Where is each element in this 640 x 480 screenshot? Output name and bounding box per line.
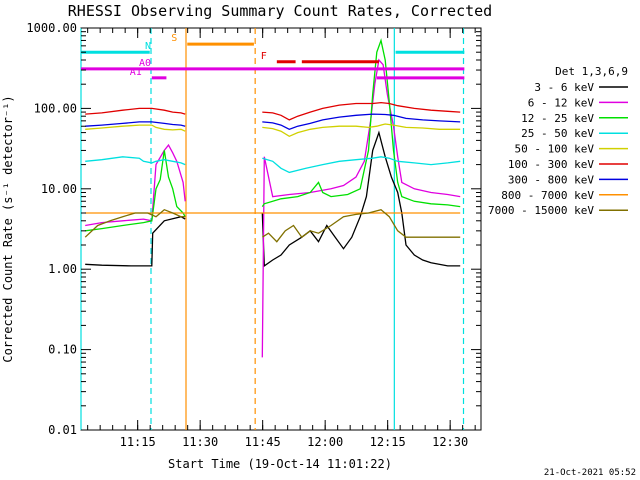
- series-line-8: [84, 208, 461, 243]
- series-line-2: [85, 38, 461, 232]
- legend-label-1: 6 - 12 keV: [528, 96, 595, 109]
- series-line-3: [85, 156, 461, 174]
- x-axis-label: Start Time (19-Oct-14 11:01:22): [168, 457, 392, 471]
- timestamp: 21-Oct-2021 05:52: [544, 468, 636, 478]
- legend-label-6: 300 - 800 keV: [508, 173, 594, 186]
- series-line-1: [85, 58, 461, 358]
- x-tick-label-0: 11:15: [120, 435, 156, 449]
- x-axis-ticks: 11:15 11:30 11:45 12:00 12:15 12:30: [87, 28, 476, 449]
- x-tick-label-3: 12:00: [307, 435, 343, 449]
- legend-label-3: 25 - 50 keV: [521, 127, 594, 140]
- y-axis-label: Corrected Count Rate (s⁻¹ detector⁻¹): [1, 95, 15, 362]
- period-markers: [80, 28, 465, 430]
- chart-title: RHESSI Observing Summary Count Rates, Co…: [68, 2, 492, 20]
- flag-label-A1: A1: [130, 67, 142, 78]
- y-tick-label-3: 10.00: [41, 182, 77, 196]
- series-lines: [84, 38, 461, 358]
- legend-label-5: 100 - 300 keV: [508, 158, 594, 171]
- y-tick-label-0: 0.01: [48, 423, 77, 437]
- flag-label-S: S: [171, 33, 177, 44]
- flag-label-N: N: [145, 41, 151, 52]
- x-tick-label-1: 11:30: [182, 435, 218, 449]
- y-tick-label-4: 100.00: [34, 101, 77, 115]
- series-line-6: [85, 113, 461, 131]
- y-tick-label-1: 0.10: [48, 343, 77, 357]
- legend-label-7: 800 - 7000 keV: [501, 189, 594, 202]
- legend-label-4: 50 - 100 keV: [515, 143, 595, 156]
- series-line-4: [85, 123, 461, 138]
- series-line-5: [85, 101, 461, 121]
- y-tick-label-2: 1.00: [48, 262, 77, 276]
- legend-label-0: 3 - 6 keV: [534, 81, 594, 94]
- legend-label-8: 7000 - 15000 keV: [488, 204, 594, 217]
- legend-label-2: 12 - 25 keV: [521, 112, 594, 125]
- y-tick-label-5: 1000.00: [26, 21, 77, 35]
- legend: Det 1,3,6,9 3 - 6 keV 6 - 12 keV 12 - 25 k…: [488, 65, 628, 217]
- x-tick-label-2: 11:45: [245, 435, 281, 449]
- x-tick-label-4: 12:15: [370, 435, 406, 449]
- series-line-0: [85, 130, 461, 268]
- legend-title: Det 1,3,6,9: [555, 65, 628, 78]
- flag-label-A0: A0: [139, 58, 151, 69]
- flag-label-F: F: [261, 51, 267, 62]
- y-axis-ticks: 0.01 0.10 1.00 10.00 100.00 1000.00: [26, 21, 481, 437]
- plot-frame: [80, 27, 482, 431]
- x-tick-label-5: 12:30: [432, 435, 468, 449]
